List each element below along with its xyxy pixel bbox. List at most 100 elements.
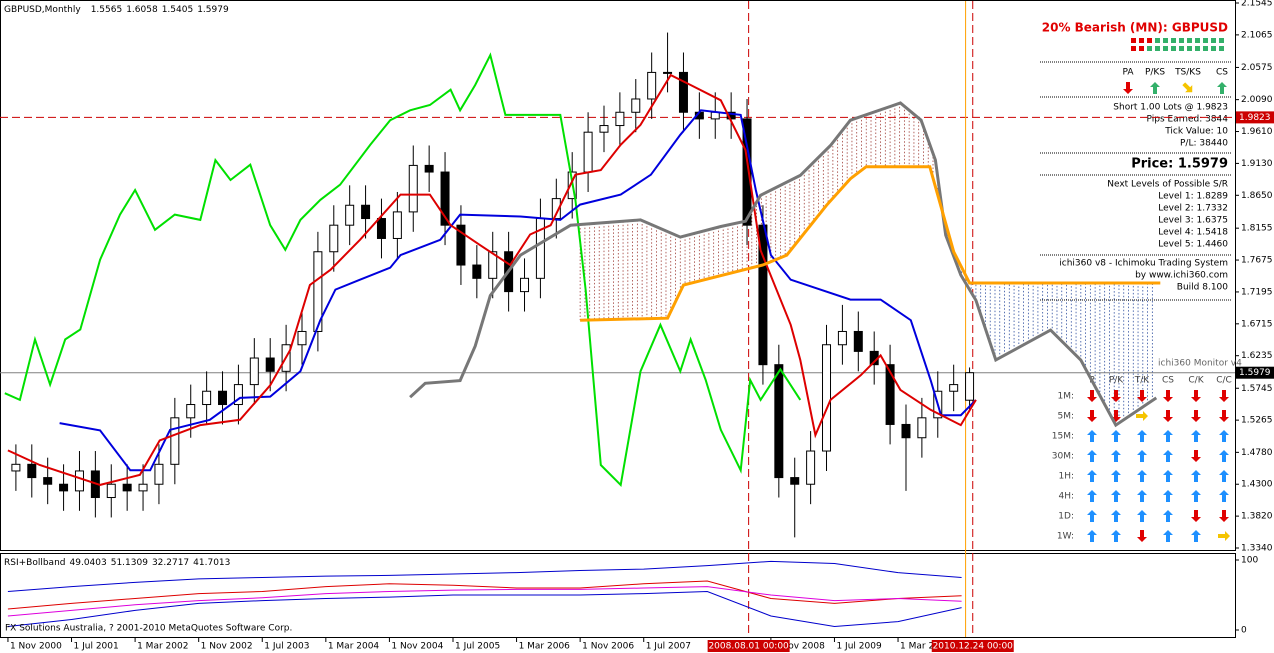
candle-body <box>345 204 355 226</box>
signal-arrow <box>1136 411 1148 421</box>
indicator-line <box>580 165 1161 322</box>
column-header: CS <box>1216 68 1228 78</box>
y-tick-label: 1.5265 <box>1241 416 1273 426</box>
signal-arrow <box>1087 470 1097 482</box>
signal-arrow <box>1137 470 1147 482</box>
monitor-column: T/K <box>1134 376 1151 386</box>
x-tick-label: 1 Jul 2005 <box>455 642 500 652</box>
candle-body <box>663 71 673 74</box>
candle-body <box>949 384 959 392</box>
signal-arrow <box>1137 530 1147 542</box>
signal-arrow <box>1137 390 1147 402</box>
candle-body <box>122 483 132 492</box>
trade-info: Tick Value: 10 <box>1164 127 1228 137</box>
rsi-line <box>7 580 962 610</box>
level: Level 5: 1.4460 <box>1158 240 1228 250</box>
levels-title: Next Levels of Possible S/R <box>1107 180 1228 190</box>
candle-body <box>901 423 911 439</box>
rsi-frame <box>0 553 1236 638</box>
candle-body <box>631 98 641 113</box>
indicator-line <box>59 109 977 472</box>
copyright: FX Solutions Australia, ? 2001-2010 Meta… <box>5 624 292 634</box>
candle-body <box>758 224 768 366</box>
signal-arrow <box>1150 82 1160 94</box>
trade-info: P/L: 38440 <box>1180 139 1228 149</box>
candle-body <box>806 450 816 485</box>
candle-body <box>106 483 116 499</box>
strength-square <box>1211 38 1216 43</box>
trade-info: Short 1.00 Lots @ 1.9823 <box>1113 103 1228 113</box>
rsi-tick-label: 100 <box>1241 556 1258 566</box>
candle-body <box>853 330 863 352</box>
y-tick-label: 1.6715 <box>1241 319 1273 329</box>
y-tick-label: 1.6235 <box>1241 351 1273 361</box>
signal-arrow <box>1219 390 1229 402</box>
signal-arrow <box>1111 510 1121 522</box>
credit: by www.ichi360.com <box>1135 271 1228 281</box>
strength-square <box>1219 38 1224 43</box>
y-tick-label: 2.0090 <box>1241 95 1273 105</box>
time-label-bg <box>707 640 790 652</box>
candle-body <box>59 483 69 492</box>
signal-arrow <box>1163 410 1173 422</box>
signal-arrow <box>1137 430 1147 442</box>
x-tick-label: 1 Nov 2008 <box>773 642 825 652</box>
signal-arrow <box>1111 470 1121 482</box>
signal-arrow <box>1163 530 1173 542</box>
monitor-row: 1H: <box>1058 472 1074 482</box>
candle-body <box>361 204 371 220</box>
y-tick-label: 1.5745 <box>1241 384 1273 394</box>
x-tick-label: 1 Mar 2006 <box>519 642 571 652</box>
indicator-line <box>7 73 977 486</box>
signal-arrow <box>1219 410 1229 422</box>
candle-body <box>774 364 784 479</box>
signal-arrow <box>1191 470 1201 482</box>
candle-body <box>917 417 927 439</box>
x-tick-label: 1 Mar 2004 <box>328 642 380 652</box>
strength-square <box>1131 46 1136 51</box>
signal-arrow <box>1191 510 1201 522</box>
x-tick-label: 1 Nov 2006 <box>582 642 634 652</box>
signal-arrow <box>1163 430 1173 442</box>
level: Level 1: 1.8289 <box>1158 192 1228 202</box>
x-tick-label: 1 Jul 2007 <box>646 642 691 652</box>
strength-square <box>1155 38 1160 43</box>
candle-body <box>965 372 975 401</box>
candle-body <box>599 125 609 133</box>
signal-arrow <box>1191 390 1201 402</box>
signal-arrow <box>1219 510 1229 522</box>
rsi-reading: 49.0403 <box>70 558 107 568</box>
x-tick-label: 1 Jul 2003 <box>264 642 309 652</box>
y-tick-label: 1.8155 <box>1241 224 1273 234</box>
y-tick-label: 1.7675 <box>1241 256 1273 266</box>
indicator-line <box>409 101 1158 428</box>
candle-body <box>615 111 625 127</box>
signal-arrow <box>1191 530 1201 542</box>
candle-body <box>647 71 657 100</box>
rsi-title: RSI+Bollband <box>4 558 66 568</box>
ohlc-value: 1.5979 <box>197 5 229 15</box>
strength-square <box>1163 46 1168 51</box>
candle-body <box>170 417 180 465</box>
rsi-header: RSI+Bollband 49.0403 51.1309 32.2717 41.7013 <box>4 558 230 568</box>
signal-arrow <box>1191 450 1201 462</box>
candle-body <box>392 211 402 239</box>
price-label-bg <box>1236 366 1274 379</box>
strength-square <box>1147 46 1152 51</box>
candle-body <box>11 463 21 472</box>
strength-square <box>1155 46 1160 51</box>
candle-body <box>265 357 275 372</box>
rsi-reading: 32.2717 <box>152 558 189 568</box>
signal-arrow <box>1163 490 1173 502</box>
y-tick-label: 2.1065 <box>1241 30 1273 40</box>
candle-body <box>488 251 498 279</box>
strength-square <box>1139 46 1144 51</box>
candle-body <box>790 477 800 485</box>
candle-body <box>583 131 593 173</box>
strength-square <box>1171 46 1176 51</box>
y-tick-label: 1.9610 <box>1241 127 1273 137</box>
candle-body <box>678 71 688 113</box>
candle-body <box>440 171 450 226</box>
signal-arrow <box>1218 531 1230 541</box>
